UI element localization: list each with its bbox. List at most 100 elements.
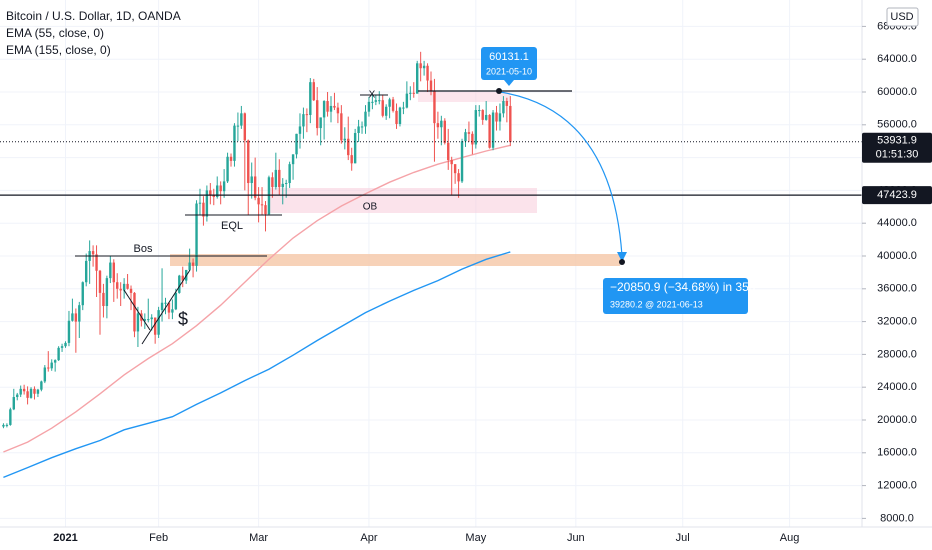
candle-body	[353, 133, 357, 164]
candle-body	[453, 164, 457, 174]
currency-box[interactable]	[886, 7, 919, 27]
candle-body	[157, 310, 160, 335]
candle-body	[398, 107, 402, 124]
candle-body	[395, 110, 398, 124]
candle-body	[50, 362, 53, 369]
candle-body	[284, 183, 288, 185]
candle-body	[29, 388, 33, 398]
candle-body	[43, 367, 47, 382]
x-tick-label: Apr	[360, 532, 377, 544]
start-date: 2021-05-10	[486, 66, 532, 76]
candle-body	[478, 110, 481, 112]
candle-body	[81, 282, 84, 306]
candle-body	[436, 123, 440, 128]
y-tick-label: 36000.0	[877, 283, 917, 295]
candle-body	[247, 140, 250, 184]
candle-body	[447, 142, 450, 161]
candle-body	[443, 120, 446, 143]
candle-body	[350, 155, 353, 164]
candle-body	[26, 391, 29, 398]
candle-body	[9, 409, 12, 425]
candle-body	[336, 107, 340, 114]
x-tick-label: Aug	[780, 532, 800, 544]
candle-body	[5, 424, 9, 426]
candle-body	[298, 126, 302, 134]
candle-body	[98, 270, 102, 293]
candle-body	[509, 105, 512, 143]
start-box-pointer	[504, 80, 514, 86]
candle-body	[229, 156, 233, 161]
candle-body	[64, 342, 67, 347]
y-tick-label: 32000.0	[877, 316, 917, 328]
start-price: 60131.1	[489, 51, 529, 63]
candle-body	[60, 346, 64, 348]
start-box	[481, 47, 537, 80]
candle-body	[164, 302, 167, 304]
candle-body	[222, 181, 226, 192]
candle-body	[295, 133, 298, 155]
candle-body	[243, 113, 247, 141]
candle-body	[126, 283, 129, 289]
candle-body	[488, 114, 491, 148]
orange-zone	[170, 254, 620, 266]
projection-end	[619, 259, 625, 265]
candle-body	[133, 292, 136, 332]
candle-body	[364, 111, 367, 127]
candle-body	[450, 160, 453, 165]
candle-body	[467, 132, 471, 134]
candle-body	[484, 114, 488, 120]
candle-body	[481, 110, 484, 120]
candle-body	[340, 113, 343, 141]
candle-body	[129, 288, 133, 293]
candle-body	[343, 138, 347, 141]
ema-line	[3, 251, 511, 479]
candle-body	[302, 114, 305, 127]
y-tick-label: 44000.0	[877, 217, 917, 229]
candle-body	[150, 317, 153, 320]
candle-body	[122, 283, 126, 291]
legend-entry: EMA (155, close, 0)	[6, 43, 111, 57]
candle-body	[260, 204, 264, 206]
x-tick-label: Jun	[567, 532, 585, 544]
candle-body	[416, 63, 419, 94]
candle-body	[198, 202, 202, 204]
target-box	[603, 278, 748, 314]
candle-body	[412, 92, 415, 94]
candle-body	[33, 388, 36, 394]
candle-body	[188, 262, 191, 270]
y-tick-label: 12000.0	[877, 479, 917, 491]
candle-body	[40, 381, 43, 390]
candle-body	[329, 105, 333, 112]
candle-body	[388, 99, 391, 107]
legend-title: Bitcoin / U.S. Dollar, 1D, OANDA	[6, 9, 181, 23]
candle-body	[181, 275, 184, 281]
y-tick-label: 56000.0	[877, 119, 917, 131]
candle-body	[426, 65, 429, 81]
candle-body	[319, 117, 322, 129]
candle-body	[219, 185, 222, 192]
candle-body	[333, 105, 336, 108]
candle-body	[498, 113, 502, 122]
currency[interactable]: USD	[890, 11, 913, 23]
candle-body	[378, 100, 381, 102]
candle-body	[233, 125, 236, 161]
candle-body	[367, 101, 371, 112]
candle-body	[12, 397, 15, 410]
horizontal-ray-label: 47423.9	[877, 189, 917, 201]
candle-body	[505, 101, 509, 106]
y-tick-label: 20000.0	[877, 414, 917, 426]
candle-body	[119, 288, 122, 291]
candle-body	[102, 292, 105, 307]
candle-body	[53, 360, 57, 363]
projection-arrow	[617, 252, 627, 262]
eql-label: EQL	[221, 220, 243, 232]
candle-body	[240, 113, 243, 126]
candle-body	[236, 125, 240, 127]
candle-body	[440, 120, 443, 128]
x-tick-label: 2021	[53, 532, 77, 544]
horizontal-ray-box	[862, 186, 932, 205]
candle-body	[71, 313, 74, 321]
candle-body	[291, 154, 295, 165]
candle-body	[391, 99, 395, 111]
